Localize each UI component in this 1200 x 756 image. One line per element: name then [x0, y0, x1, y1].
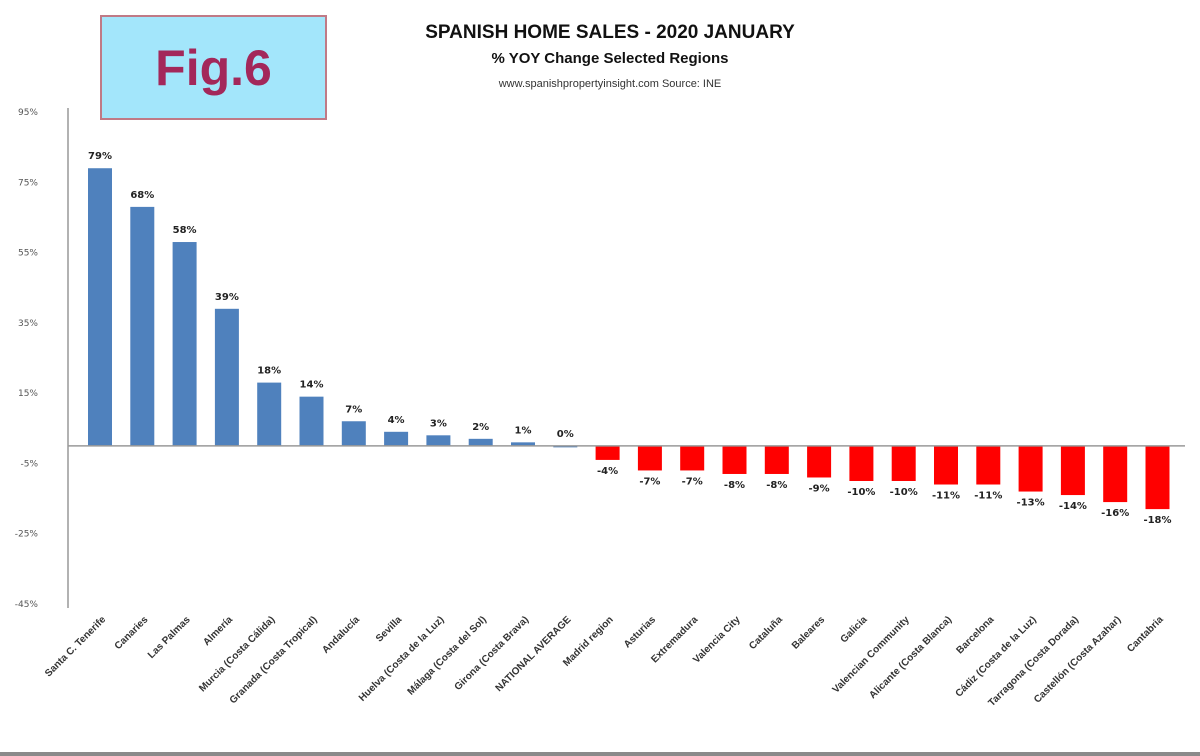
- bar: [426, 435, 451, 446]
- x-tick-label: Barcelona: [954, 614, 996, 656]
- data-label: -8%: [766, 480, 787, 491]
- data-label: 3%: [430, 418, 447, 429]
- x-tick-label: Santa C. Tenerife: [43, 614, 108, 679]
- chart-subtitle: % YOY Change Selected Regions: [491, 50, 729, 67]
- bar: [595, 445, 620, 460]
- data-label: 68%: [130, 190, 154, 201]
- bar: [722, 445, 747, 474]
- data-label: -18%: [1143, 515, 1171, 526]
- y-tick-label: 55%: [18, 249, 38, 259]
- y-tick-label: 35%: [18, 319, 38, 329]
- bar: [511, 442, 535, 446]
- x-tick-label: Canaries: [113, 614, 151, 652]
- bar: [130, 206, 155, 446]
- data-label: 1%: [515, 425, 532, 436]
- bar: [257, 382, 282, 446]
- data-label: 7%: [345, 404, 362, 415]
- y-tick-label: 95%: [18, 108, 38, 118]
- figure-label-box: Fig.6: [100, 15, 327, 120]
- data-label: -11%: [932, 491, 960, 502]
- data-label: 58%: [173, 225, 197, 236]
- x-tick-label: Sevilla: [374, 614, 404, 644]
- data-label: -10%: [847, 487, 875, 498]
- y-tick-label: 15%: [18, 389, 38, 399]
- data-label: -7%: [639, 476, 660, 487]
- data-label: -10%: [890, 487, 918, 498]
- bar: [764, 445, 789, 474]
- y-tick-label: -25%: [15, 530, 39, 540]
- x-tick-label: Alicante (Costa Blanca): [867, 614, 954, 701]
- x-tick-label: Andalucía: [320, 614, 362, 656]
- data-label: -8%: [724, 480, 745, 491]
- x-tick-label: Málaga (Costa del Sol): [406, 614, 489, 697]
- chart-title: SPANISH HOME SALES - 2020 JANUARY: [425, 22, 795, 43]
- bar: [1103, 445, 1128, 503]
- bar: [976, 445, 1001, 485]
- data-label: 18%: [257, 366, 281, 377]
- x-tick-label: NATIONAL AVERAGE: [494, 614, 574, 694]
- bar: [88, 168, 112, 446]
- data-label: 2%: [472, 422, 489, 433]
- data-label: 39%: [215, 292, 239, 303]
- x-tick-label: Almería: [201, 614, 235, 648]
- x-tick-label: Cantabria: [1125, 614, 1166, 655]
- bar: [849, 445, 874, 481]
- bar: [807, 445, 832, 478]
- chart-source: www.spanishpropertyinsight.com Source: I…: [498, 78, 722, 90]
- data-label: -16%: [1101, 508, 1129, 519]
- bar: [680, 445, 705, 471]
- bar: [1018, 445, 1043, 492]
- bar: [1145, 445, 1170, 510]
- figure-label: Fig.6: [155, 39, 272, 96]
- x-tick-label: Castellón (Costa Azahar): [1032, 614, 1123, 705]
- data-label: -13%: [1017, 498, 1045, 509]
- x-tick-label: Huelva (Costa de la Luz): [357, 614, 447, 704]
- x-tick-label: Cádiz (Costa de la Luz): [954, 614, 1039, 699]
- bar: [1060, 445, 1085, 496]
- bar: [637, 445, 662, 471]
- y-tick-label: -5%: [20, 459, 38, 469]
- data-label: 79%: [88, 151, 112, 162]
- bar: [172, 242, 197, 446]
- x-tick-label: Las Palmas: [146, 614, 193, 661]
- bar: [341, 421, 366, 446]
- data-label: 14%: [300, 380, 324, 391]
- bar: [891, 445, 916, 481]
- bar: [934, 445, 958, 485]
- data-label: 0%: [557, 429, 574, 440]
- data-label: -11%: [974, 491, 1002, 502]
- data-label: -4%: [597, 466, 618, 477]
- y-tick-label: 75%: [18, 178, 38, 188]
- x-tick-label: Girona (Costa Brava): [453, 614, 532, 693]
- bar: [214, 308, 239, 446]
- x-tick-label: Cataluña: [747, 614, 785, 652]
- x-tick-label: Baleares: [790, 614, 828, 652]
- data-label: -14%: [1059, 501, 1087, 512]
- data-label: -7%: [682, 476, 703, 487]
- x-tick-label: Tarragona (Costa Dorada): [987, 614, 1081, 708]
- x-tick-label: Asturias: [622, 614, 658, 650]
- y-tick-label: -45%: [15, 600, 39, 610]
- bar: [384, 431, 409, 446]
- x-tick-label: Galicia: [839, 614, 870, 645]
- bar: [468, 438, 493, 446]
- x-tick-label: Granada (Costa Tropical): [228, 614, 320, 706]
- bar: [299, 396, 324, 446]
- x-tick-label: Valencian Community: [831, 614, 913, 696]
- data-label: 4%: [388, 415, 405, 426]
- x-tick-label: Murcia (Costa Cálida): [197, 614, 277, 694]
- data-label: -9%: [809, 483, 830, 494]
